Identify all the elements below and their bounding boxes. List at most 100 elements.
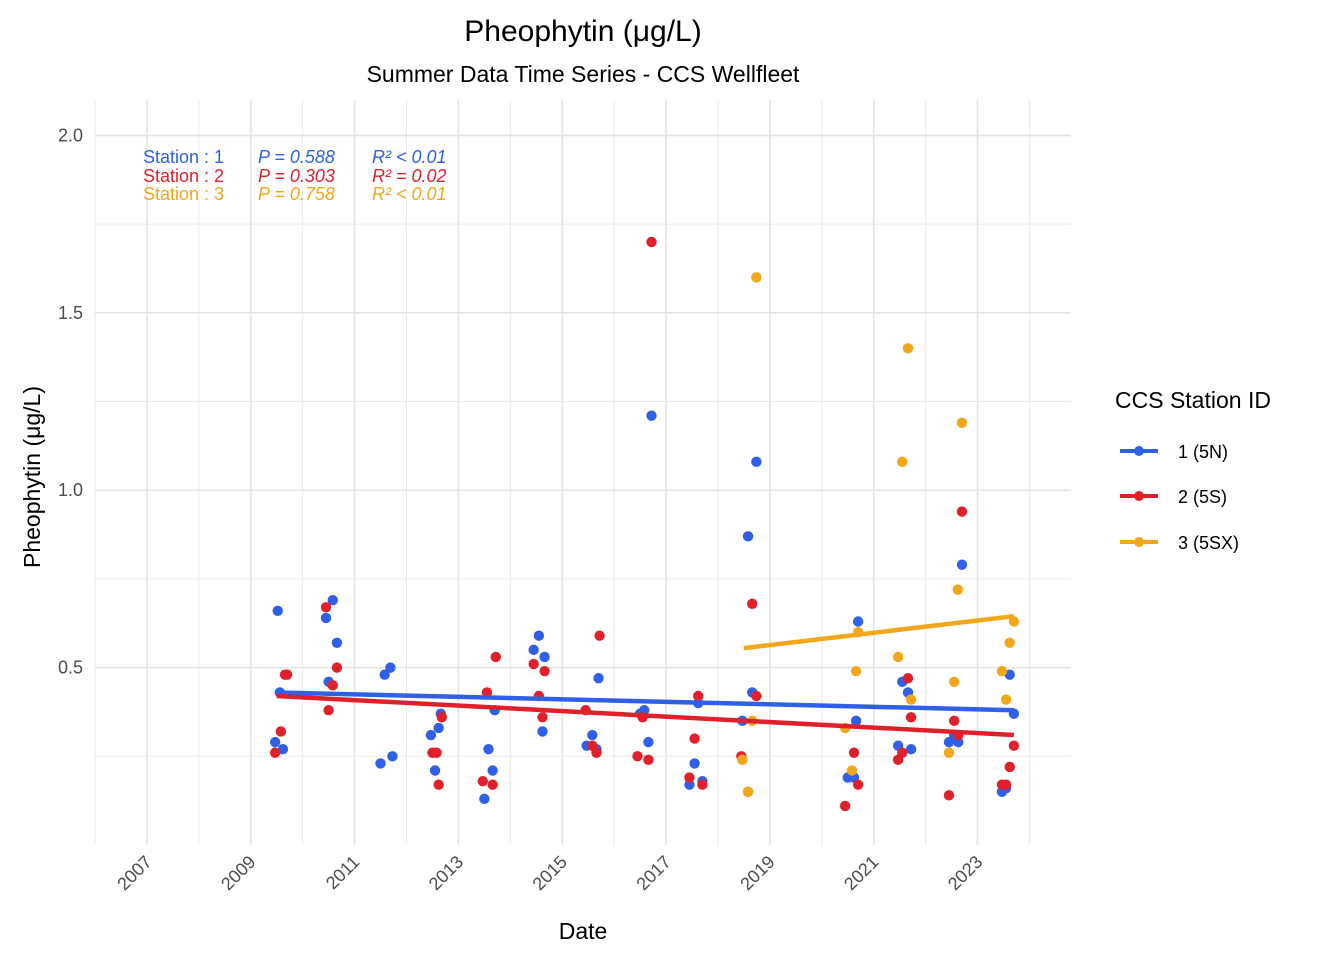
data-point-series-2 xyxy=(477,775,489,787)
data-point-series-3 xyxy=(952,584,964,595)
data-point-series-2 xyxy=(689,733,700,744)
data-point-series-2 xyxy=(528,658,539,670)
data-point-series-1 xyxy=(689,758,700,769)
data-point-series-2 xyxy=(331,662,343,673)
data-point-series-2 xyxy=(281,669,293,680)
data-point-series-3 xyxy=(902,343,914,354)
data-point-series-2 xyxy=(1008,740,1020,751)
data-point-series-2 xyxy=(697,779,708,790)
stat-p-1: P = 0.588 xyxy=(258,147,335,167)
x-tick-label: 2011 xyxy=(322,852,364,894)
data-point-series-2 xyxy=(481,687,493,698)
data-point-series-1 xyxy=(425,729,437,741)
data-point-series-3 xyxy=(850,665,862,677)
data-point-series-2 xyxy=(594,630,605,641)
legend-dot-1 xyxy=(1134,446,1144,456)
data-point-series-3 xyxy=(943,747,955,758)
y-axis-ticks: 0.5 1.0 1.5 2.0 xyxy=(58,125,83,677)
y-axis-title: Pheophytin (μg/L) xyxy=(19,386,45,568)
data-points xyxy=(269,236,1020,812)
chart-title: Pheophytin (μg/L) xyxy=(464,15,701,48)
data-point-series-2 xyxy=(537,712,548,723)
data-point-series-2 xyxy=(643,754,654,766)
data-point-series-2 xyxy=(839,800,851,812)
data-point-series-1 xyxy=(327,595,338,606)
x-axis-title: Date xyxy=(559,918,608,944)
data-point-series-1 xyxy=(272,605,283,617)
x-tick-label: 2013 xyxy=(425,852,467,894)
data-point-series-2 xyxy=(327,680,338,691)
data-point-series-2 xyxy=(897,747,908,758)
y-tick-label: 0.5 xyxy=(58,658,83,678)
legend: CCS Station ID 1 (5N) 2 (5S) 3 (5SX) xyxy=(1115,387,1271,553)
data-point-series-1 xyxy=(1004,669,1015,680)
data-point-series-2 xyxy=(956,506,968,517)
data-point-series-3 xyxy=(948,676,960,688)
data-point-series-2 xyxy=(275,726,287,737)
data-point-series-2 xyxy=(431,747,442,758)
data-point-series-1 xyxy=(646,410,657,421)
data-point-series-1 xyxy=(593,673,604,684)
trend-line-series-3 xyxy=(743,613,1015,651)
stat-p-2: P = 0.303 xyxy=(258,166,335,186)
trend-lines xyxy=(276,613,1015,738)
data-point-series-1 xyxy=(587,729,598,741)
data-point-series-2 xyxy=(436,712,447,723)
data-point-series-2 xyxy=(747,598,758,609)
data-point-series-1 xyxy=(379,669,390,680)
data-point-series-1 xyxy=(479,793,490,805)
data-point-series-2 xyxy=(684,772,695,783)
data-point-series-2 xyxy=(751,690,762,702)
data-point-series-1 xyxy=(387,751,398,762)
legend-dot-2 xyxy=(1134,491,1144,501)
data-point-series-3 xyxy=(846,765,858,776)
y-tick-label: 1.5 xyxy=(58,303,83,323)
data-point-series-3 xyxy=(996,665,1008,677)
legend-title: CCS Station ID xyxy=(1115,387,1271,413)
legend-label-1: 1 (5N) xyxy=(1178,442,1228,462)
data-point-series-1 xyxy=(742,531,754,542)
x-tick-label: 2019 xyxy=(736,852,778,894)
data-point-series-1 xyxy=(375,758,386,769)
data-point-series-1 xyxy=(433,722,444,734)
regression-stats: Station : 1 P = 0.588 R² < 0.01 Station … xyxy=(143,147,447,204)
data-point-series-2 xyxy=(693,690,704,702)
data-point-series-1 xyxy=(429,765,441,776)
data-point-series-2 xyxy=(320,602,332,613)
data-point-series-3 xyxy=(742,786,754,797)
legend-label-3: 3 (5SX) xyxy=(1178,533,1239,553)
data-point-series-2 xyxy=(902,673,914,684)
data-point-series-3 xyxy=(905,694,917,705)
data-point-series-2 xyxy=(646,236,657,248)
y-tick-label: 1.0 xyxy=(58,480,83,500)
data-point-series-1 xyxy=(528,644,539,656)
trend-line-series-1 xyxy=(276,690,1014,713)
data-point-series-2 xyxy=(323,704,334,716)
data-point-series-2 xyxy=(269,747,281,758)
data-point-series-3 xyxy=(1004,637,1015,648)
data-point-series-2 xyxy=(1000,779,1012,790)
data-point-series-2 xyxy=(591,747,602,758)
stat-station-2: Station : 2 xyxy=(143,166,224,186)
data-point-series-1 xyxy=(269,736,281,748)
data-point-series-1 xyxy=(483,744,494,755)
stat-p-3: P = 0.758 xyxy=(258,184,335,204)
data-point-series-3 xyxy=(897,456,908,468)
chart-subtitle: Summer Data Time Series - CCS Wellfleet xyxy=(367,61,800,87)
data-point-series-2 xyxy=(852,779,864,790)
trend-line-series-2 xyxy=(276,693,1015,738)
x-tick-label: 2021 xyxy=(840,852,882,894)
data-point-series-1 xyxy=(320,612,332,624)
data-point-series-1 xyxy=(905,744,917,755)
data-point-series-2 xyxy=(632,751,643,762)
data-point-series-2 xyxy=(943,790,955,801)
data-point-series-2 xyxy=(848,747,860,758)
data-point-series-2 xyxy=(948,715,960,727)
data-point-series-1 xyxy=(487,765,498,776)
legend-label-2: 2 (5S) xyxy=(1178,487,1227,507)
data-point-series-2 xyxy=(905,712,917,723)
data-point-series-2 xyxy=(539,665,550,677)
data-point-series-1 xyxy=(956,559,968,570)
data-point-series-1 xyxy=(331,637,343,648)
